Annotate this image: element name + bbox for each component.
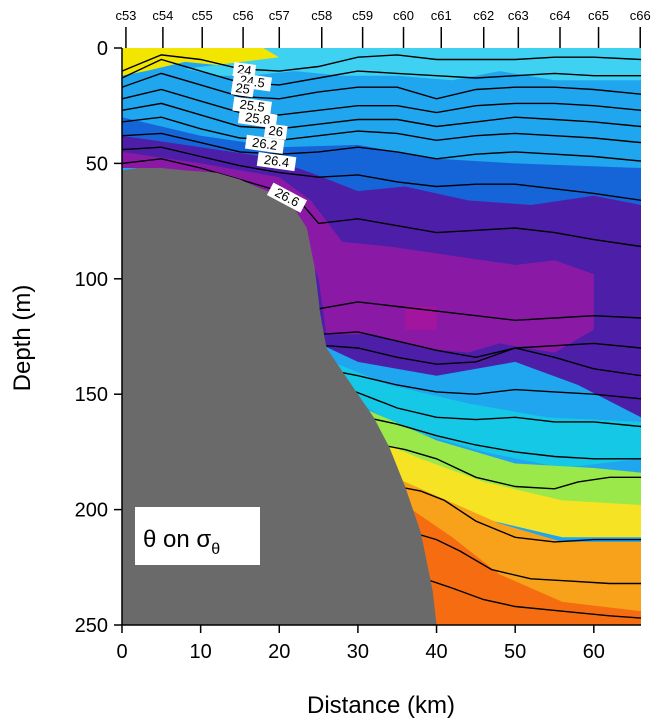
x-axis-title: Distance (km) [307,692,455,719]
station-markers: c53 c54 c55 c56 c57 c58 c59 c60 c61 c62 c63 c64 c65 c… [115,8,651,48]
svg-text:26.2: 26.2 [251,135,278,153]
x-tick-label: 40 [425,641,447,663]
axes: 0 10 20 30 40 50 60 0 50 100 150 200 250 [75,38,641,663]
contour-label-26: 26 [263,123,288,141]
x-tick-label: 60 [583,641,605,663]
contour-26 [122,116,641,144]
contour-25 [122,72,641,100]
annotation-text: θ on σ [143,526,211,553]
station-label-c55: c55 [192,8,213,23]
field-red-orange [405,504,641,625]
svg-text:26.4: 26.4 [263,152,290,170]
x-tick-label: 0 [116,641,127,663]
field-magenta [405,306,437,330]
contour-26.4 [122,146,641,201]
y-tick-label: 50 [86,153,108,175]
field-purple [122,151,594,353]
svg-text:25.8: 25.8 [244,109,271,127]
station-label-c57: c57 [269,8,290,23]
y-tick-label: 200 [75,500,108,522]
station-label-c66: c66 [630,8,651,23]
contour-25.5 [122,88,641,116]
contour-26.6 [122,158,641,248]
y-tick-label: 250 [75,615,108,637]
field-yellow [365,435,641,538]
field-cyan [326,359,641,469]
contour-24 [122,54,641,72]
annotation-subscript: θ [211,541,220,558]
x-tick-label: 30 [347,641,369,663]
density-contours [122,54,641,619]
contour-25.8 [122,102,641,130]
x-tick-label: 10 [190,641,212,663]
contour-27 [381,444,641,490]
contour-26.2 [122,132,641,162]
station-label-c64: c64 [550,8,571,23]
station-label-c63: c63 [508,8,529,23]
station-label-c61: c61 [431,8,452,23]
contour-24.5 [122,58,641,86]
station-label-c56: c56 [233,8,254,23]
station-label-c62: c62 [473,8,494,23]
y-tick-label: 0 [97,38,108,60]
station-label-c60: c60 [393,8,414,23]
contour-26.9 [349,388,641,428]
contour-26.75 [322,331,641,359]
station-label-c59: c59 [352,8,373,23]
svg-text:26: 26 [268,123,284,140]
field-light-blue [184,48,641,81]
y-tick-label: 100 [75,269,108,291]
contour-26.85 [334,370,641,400]
contour-26.7 [318,301,641,322]
y-tick-label: 150 [75,384,108,406]
contour-label-25: 25 [230,80,255,98]
contour-26.8 [326,345,641,377]
annotation-box: θ on σθ [135,507,260,565]
station-label-c53: c53 [115,8,136,23]
station-label-c54: c54 [152,8,173,23]
contour-label-26.4: 26.4 [256,152,297,172]
x-tick-label: 20 [268,641,290,663]
station-label-c65: c65 [588,8,609,23]
contour-27.15 [424,578,641,619]
station-label-c58: c58 [311,8,332,23]
contour-label-26.2: 26.2 [244,135,285,154]
x-tick-label: 50 [504,641,526,663]
y-axis-title: Depth (m) [9,285,36,392]
svg-text:θ on σθ: θ on σθ [143,526,220,558]
contour-27.1 [412,532,641,585]
svg-text:25: 25 [235,80,251,97]
contour-27.05 [397,485,641,543]
contour-26.95 [365,416,641,460]
